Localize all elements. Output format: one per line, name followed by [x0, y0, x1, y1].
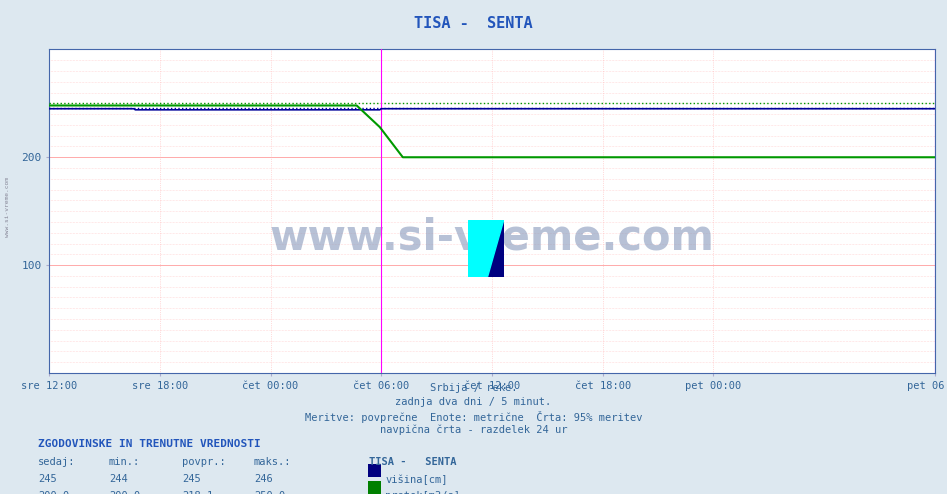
- Text: maks.:: maks.:: [254, 457, 292, 467]
- Text: navpična črta - razdelek 24 ur: navpična črta - razdelek 24 ur: [380, 425, 567, 435]
- Text: TISA -   SENTA: TISA - SENTA: [369, 457, 456, 467]
- Text: ZGODOVINSKE IN TRENUTNE VREDNOSTI: ZGODOVINSKE IN TRENUTNE VREDNOSTI: [38, 439, 260, 449]
- Text: 246: 246: [254, 474, 273, 484]
- Text: zadnja dva dni / 5 minut.: zadnja dva dni / 5 minut.: [396, 397, 551, 407]
- Polygon shape: [488, 220, 504, 277]
- Text: višina[cm]: višina[cm]: [385, 474, 448, 485]
- Text: www.si-vreme.com: www.si-vreme.com: [270, 216, 714, 258]
- Text: 244: 244: [109, 474, 128, 484]
- Text: 218,1: 218,1: [182, 491, 213, 494]
- Text: 200,0: 200,0: [38, 491, 69, 494]
- Text: 245: 245: [182, 474, 201, 484]
- Polygon shape: [488, 220, 504, 277]
- Text: www.si-vreme.com: www.si-vreme.com: [5, 177, 10, 238]
- Text: 200,0: 200,0: [109, 491, 140, 494]
- Text: Meritve: povprečne  Enote: metrične  Črta: 95% meritev: Meritve: povprečne Enote: metrične Črta:…: [305, 411, 642, 423]
- Text: povpr.:: povpr.:: [182, 457, 225, 467]
- Text: TISA -  SENTA: TISA - SENTA: [414, 16, 533, 31]
- Text: min.:: min.:: [109, 457, 140, 467]
- Text: 245: 245: [38, 474, 57, 484]
- Text: sedaj:: sedaj:: [38, 457, 76, 467]
- Text: Srbija / reke.: Srbija / reke.: [430, 383, 517, 393]
- Text: pretok[m3/s]: pretok[m3/s]: [385, 491, 460, 494]
- Text: 250,0: 250,0: [254, 491, 285, 494]
- Polygon shape: [468, 220, 488, 277]
